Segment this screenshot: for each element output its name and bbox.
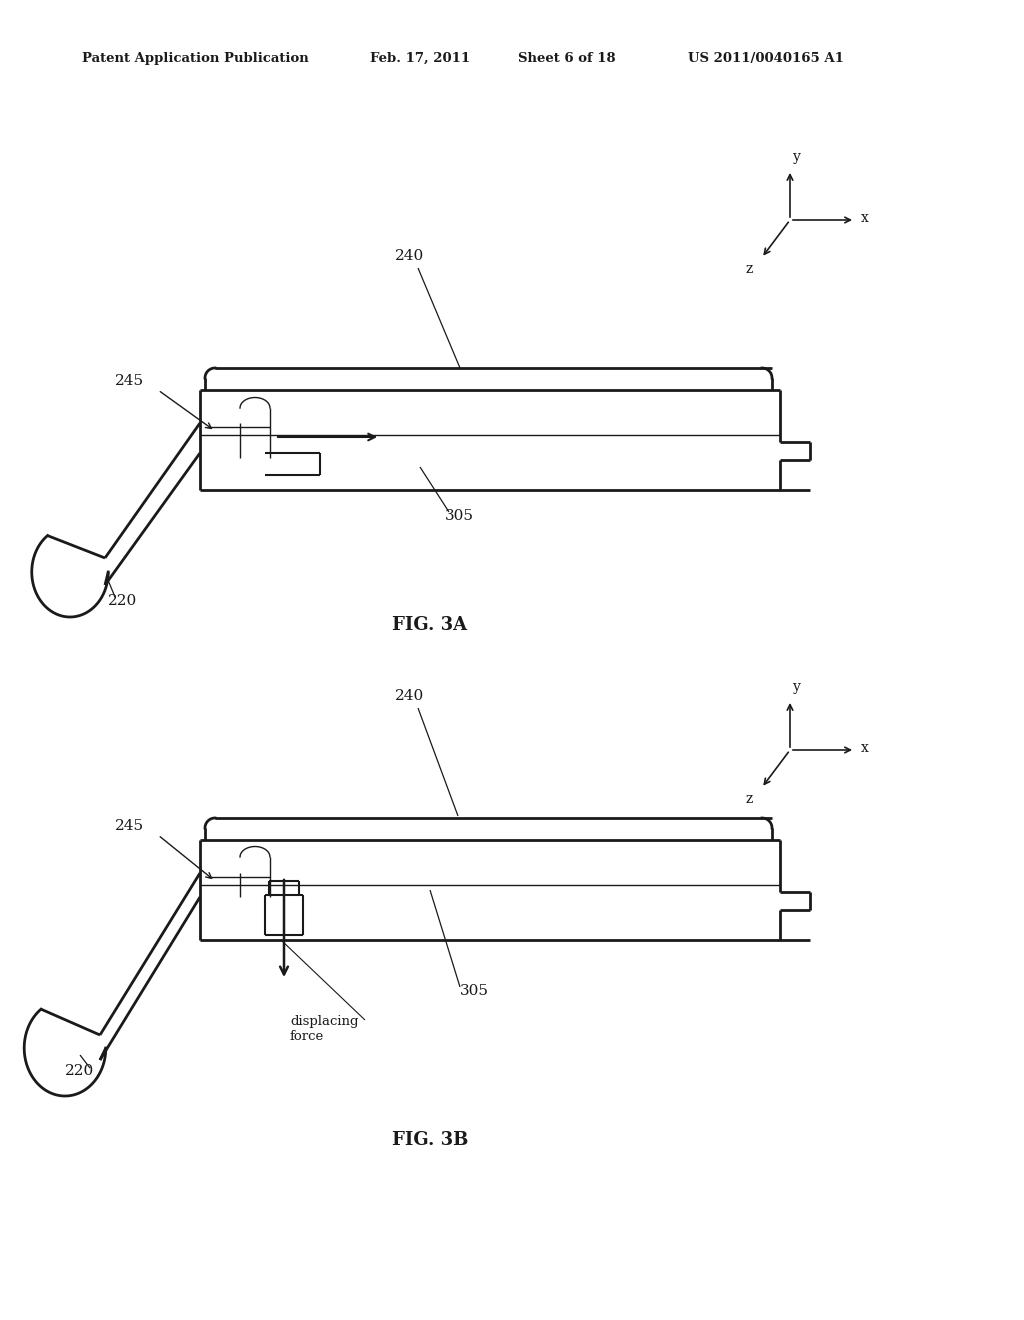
Text: Sheet 6 of 18: Sheet 6 of 18 (518, 51, 615, 65)
Text: y: y (793, 680, 801, 694)
Text: 220: 220 (108, 594, 137, 609)
Text: z: z (745, 261, 753, 276)
Text: 245: 245 (115, 818, 144, 833)
Text: Patent Application Publication: Patent Application Publication (82, 51, 309, 65)
Text: 305: 305 (460, 983, 489, 998)
Text: 240: 240 (395, 689, 424, 704)
Text: 245: 245 (115, 374, 144, 388)
Text: displacing: displacing (290, 1015, 358, 1028)
Text: 220: 220 (65, 1064, 94, 1078)
Text: FIG. 3A: FIG. 3A (392, 616, 468, 634)
Text: z: z (745, 792, 753, 807)
Text: x: x (861, 211, 869, 224)
Text: US 2011/0040165 A1: US 2011/0040165 A1 (688, 51, 844, 65)
Text: FIG. 3B: FIG. 3B (392, 1131, 468, 1148)
Text: 240: 240 (395, 249, 424, 263)
Text: y: y (793, 150, 801, 164)
Text: Feb. 17, 2011: Feb. 17, 2011 (370, 51, 470, 65)
Text: x: x (861, 741, 869, 755)
Text: 305: 305 (445, 510, 474, 523)
Text: force: force (290, 1030, 325, 1043)
